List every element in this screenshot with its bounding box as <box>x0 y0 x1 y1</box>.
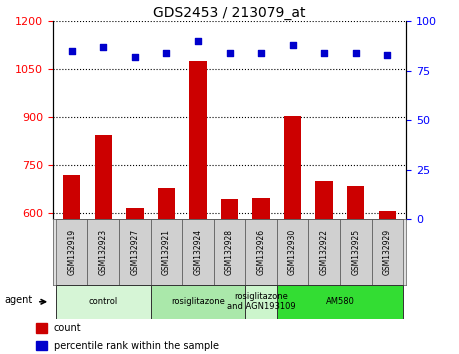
Bar <box>95 135 112 219</box>
Bar <box>308 219 340 285</box>
Bar <box>340 219 371 285</box>
Text: GSM132929: GSM132929 <box>383 229 392 275</box>
Bar <box>189 61 207 219</box>
Bar <box>36 323 47 333</box>
Bar <box>63 175 80 219</box>
Text: rosiglitazone
and AGN193109: rosiglitazone and AGN193109 <box>227 292 296 312</box>
Point <box>163 50 170 56</box>
Text: GSM132919: GSM132919 <box>67 229 76 275</box>
Point <box>226 50 233 56</box>
Point <box>194 38 202 44</box>
Bar <box>277 219 308 285</box>
Point <box>257 50 265 56</box>
Text: count: count <box>54 323 81 333</box>
Title: GDS2453 / 213079_at: GDS2453 / 213079_at <box>153 6 306 20</box>
Bar <box>245 219 277 285</box>
Text: agent: agent <box>4 295 33 305</box>
Text: GSM132926: GSM132926 <box>257 229 266 275</box>
Bar <box>182 219 214 285</box>
Point <box>384 52 391 58</box>
Text: GSM132924: GSM132924 <box>193 229 202 275</box>
Text: GSM132927: GSM132927 <box>130 229 140 275</box>
Text: GSM132923: GSM132923 <box>99 229 108 275</box>
Bar <box>56 285 151 319</box>
Point <box>131 54 139 60</box>
Point <box>289 42 297 48</box>
Bar <box>56 219 88 285</box>
Bar <box>379 211 396 219</box>
Bar <box>126 208 144 219</box>
Bar <box>347 186 364 219</box>
Text: AM580: AM580 <box>325 297 354 306</box>
Bar <box>119 219 151 285</box>
Bar <box>277 285 403 319</box>
Text: GSM132925: GSM132925 <box>351 229 360 275</box>
Text: control: control <box>89 297 118 306</box>
Text: rosiglitazone: rosiglitazone <box>171 297 225 306</box>
Bar <box>284 115 301 219</box>
Point <box>352 50 359 56</box>
Bar <box>158 188 175 219</box>
Bar <box>371 219 403 285</box>
Bar <box>252 198 270 219</box>
Point <box>68 48 75 54</box>
Bar <box>151 219 182 285</box>
Text: GSM132928: GSM132928 <box>225 229 234 275</box>
Text: GSM132930: GSM132930 <box>288 229 297 275</box>
Bar <box>36 341 47 350</box>
Text: GSM132921: GSM132921 <box>162 229 171 275</box>
Bar <box>88 219 119 285</box>
Text: percentile rank within the sample: percentile rank within the sample <box>54 341 218 350</box>
Point <box>320 50 328 56</box>
Bar <box>245 285 277 319</box>
Bar <box>221 199 238 219</box>
Bar <box>315 181 333 219</box>
Point <box>100 44 107 50</box>
Bar <box>151 285 245 319</box>
Bar <box>214 219 245 285</box>
Text: GSM132922: GSM132922 <box>319 229 329 275</box>
